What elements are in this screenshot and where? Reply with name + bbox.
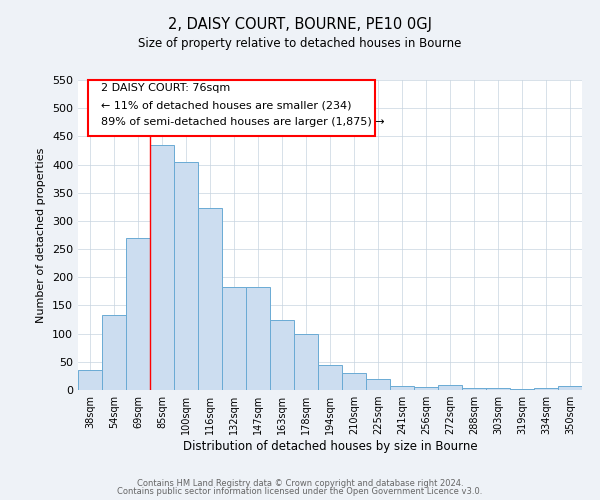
Bar [222, 288, 246, 390]
Text: ← 11% of detached houses are smaller (234): ← 11% of detached houses are smaller (23… [101, 100, 351, 110]
Bar [270, 320, 294, 390]
Bar [390, 386, 414, 390]
Bar [438, 386, 462, 390]
FancyBboxPatch shape [88, 80, 376, 136]
Text: Size of property relative to detached houses in Bourne: Size of property relative to detached ho… [139, 38, 461, 51]
Bar [174, 162, 198, 390]
Bar [294, 334, 318, 390]
Bar [126, 238, 150, 390]
Y-axis label: Number of detached properties: Number of detached properties [37, 148, 46, 322]
Bar [414, 387, 438, 390]
X-axis label: Distribution of detached houses by size in Bourne: Distribution of detached houses by size … [182, 440, 478, 453]
Text: 2 DAISY COURT: 76sqm: 2 DAISY COURT: 76sqm [101, 83, 230, 93]
Bar [342, 373, 366, 390]
Bar [78, 370, 102, 390]
Text: Contains HM Land Registry data © Crown copyright and database right 2024.: Contains HM Land Registry data © Crown c… [137, 478, 463, 488]
Bar [102, 315, 126, 390]
Text: Contains public sector information licensed under the Open Government Licence v3: Contains public sector information licen… [118, 487, 482, 496]
Bar [246, 288, 270, 390]
Text: 89% of semi-detached houses are larger (1,875) →: 89% of semi-detached houses are larger (… [101, 117, 385, 127]
Bar [198, 208, 222, 390]
Text: 2, DAISY COURT, BOURNE, PE10 0GJ: 2, DAISY COURT, BOURNE, PE10 0GJ [168, 18, 432, 32]
Bar [318, 364, 342, 390]
Bar [366, 378, 390, 390]
Bar [534, 388, 558, 390]
Bar [150, 145, 174, 390]
Bar [558, 386, 582, 390]
Bar [486, 388, 510, 390]
Bar [462, 388, 486, 390]
